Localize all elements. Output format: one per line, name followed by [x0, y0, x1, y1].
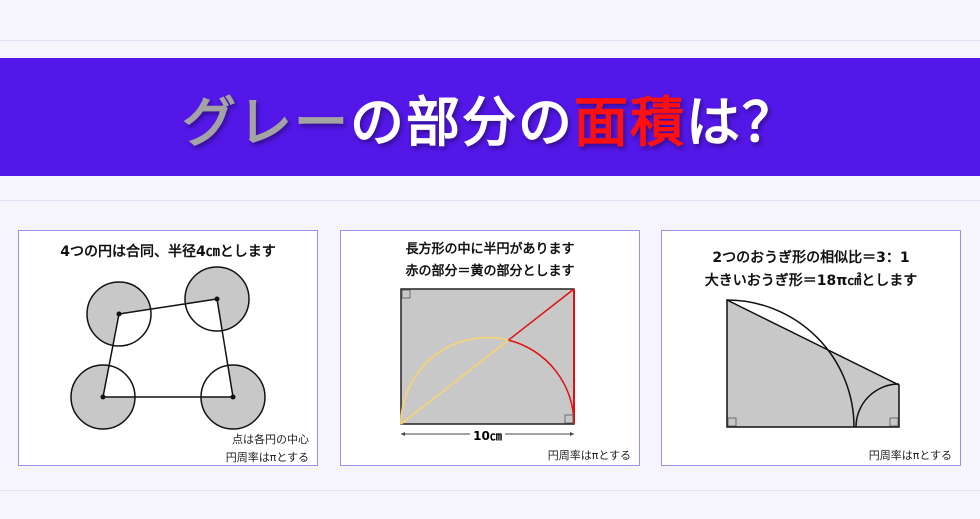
problem-title-line1: 2つのおうぎ形の相似比＝3：1	[712, 250, 910, 266]
center-point	[100, 394, 106, 400]
white-sector	[201, 365, 233, 397]
red-arc	[508, 339, 575, 425]
problem-title: 4つの円は合同、半径4㎝とします	[60, 244, 276, 260]
dimension-label: 10㎝	[470, 429, 505, 443]
note-centers: 点は各円の中心	[232, 433, 309, 446]
circle-outline	[86, 281, 152, 347]
right-angle-mark	[727, 417, 737, 427]
note-pi: 円周率はπとする	[547, 449, 631, 462]
yellow-diagonal	[400, 339, 510, 425]
problem-title-line1: 長方形の中に半円があります	[405, 242, 575, 257]
problem-title-line2: 赤の部分＝黄の部分とします	[405, 264, 575, 279]
red-diagonal	[508, 288, 575, 341]
semicircle-diagram	[400, 288, 575, 436]
circles-diagram	[70, 266, 266, 430]
center-point	[116, 311, 122, 317]
center-point	[214, 296, 220, 302]
circle-outline	[184, 266, 250, 332]
problem-card-sectors: 2つのおうぎ形の相似比＝3：1 大きいおうぎ形＝18π㎠とします 円周率はπとす…	[661, 230, 961, 466]
shaded-trapezoid	[726, 298, 900, 428]
note-pi: 円周率はπとする	[868, 449, 952, 462]
yellow-arc	[400, 336, 509, 425]
small-sector-arc	[855, 383, 900, 428]
white-sector	[185, 299, 223, 331]
background-decoration	[0, 490, 980, 491]
problem-title-line2: 大きいおうぎ形＝18π㎠とします	[704, 273, 918, 289]
note-pi: 円周率はπとする	[225, 451, 309, 464]
title-banner: グレーの部分の面積は？	[0, 58, 980, 176]
problem-card-semicircle: 長方形の中に半円があります 赤の部分＝黄の部分とします 10㎝ 円周率はπとする	[340, 230, 640, 466]
title-end: は？	[686, 90, 798, 154]
large-sector-arc	[726, 299, 855, 428]
background-decoration	[0, 200, 980, 201]
sectors-diagram	[726, 298, 900, 428]
problem-card-circles: 4つの円は合同、半径4㎝とします 点は各円の中心 円周率はπとする	[18, 230, 318, 466]
background-decoration	[0, 40, 980, 41]
right-angle-mark	[401, 289, 411, 299]
center-point	[230, 394, 236, 400]
page-title: グレーの部分の面積は？	[182, 78, 798, 157]
white-sector	[103, 365, 135, 397]
right-angle-mark	[889, 417, 899, 427]
title-red-word: 面積	[574, 90, 686, 154]
title-mid: の部分の	[350, 90, 574, 154]
title-gray-word: グレー	[182, 90, 350, 154]
white-sector	[112, 309, 151, 346]
right-angle-mark	[564, 414, 574, 424]
